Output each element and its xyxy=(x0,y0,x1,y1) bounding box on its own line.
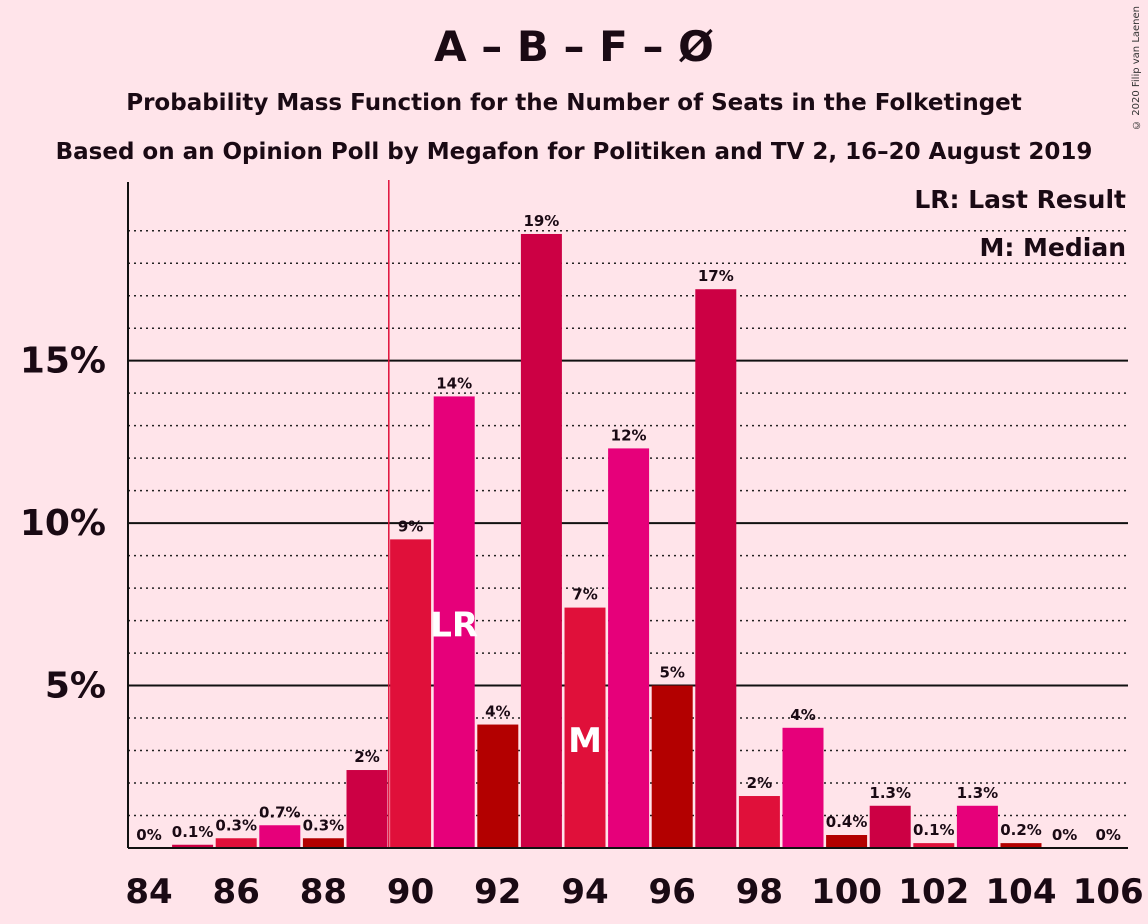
bar-label-99: 4% xyxy=(790,706,815,724)
bar-103 xyxy=(956,805,998,848)
bar-96 xyxy=(651,685,693,848)
bar-95 xyxy=(608,448,650,848)
bar-label-88: 0.3% xyxy=(303,816,345,834)
bar-99 xyxy=(782,727,824,848)
bar-label-103: 1.3% xyxy=(957,784,999,802)
bar-85 xyxy=(172,844,214,848)
bar-label-86: 0.3% xyxy=(215,816,257,834)
y-tick-label: 15% xyxy=(20,341,106,382)
x-tick-label: 90 xyxy=(387,872,434,912)
y-tick-label: 10% xyxy=(20,503,106,544)
x-tick-label: 106 xyxy=(1073,872,1144,912)
x-tick-label: 98 xyxy=(736,872,783,912)
bar-label-94: 7% xyxy=(572,586,597,604)
bar-100 xyxy=(826,835,868,848)
bar-label-96: 5% xyxy=(659,664,684,682)
bar-89 xyxy=(346,770,388,848)
bar-97 xyxy=(695,289,737,849)
bar-label-95: 12% xyxy=(611,426,647,444)
chart-source: Based on an Opinion Poll by Megafon for … xyxy=(55,139,1093,165)
x-tick-label: 94 xyxy=(561,872,608,912)
x-tick-label: 88 xyxy=(300,872,347,912)
bar-label-84: 0% xyxy=(136,826,161,844)
bar-label-92: 4% xyxy=(485,703,510,721)
bar-86 xyxy=(215,838,257,848)
bar-marker-M: M xyxy=(568,721,602,761)
bar-label-100: 0.4% xyxy=(826,813,868,831)
bar-label-89: 2% xyxy=(354,748,379,766)
bar-label-85: 0.1% xyxy=(172,823,214,841)
bar-label-93: 19% xyxy=(523,212,559,230)
bar-88 xyxy=(302,838,344,848)
x-tick-label: 84 xyxy=(125,872,172,912)
chart-title: A – B – F – Ø xyxy=(434,22,714,71)
bar-98 xyxy=(738,796,780,848)
x-tick-label: 100 xyxy=(811,872,882,912)
bar-90 xyxy=(390,539,432,848)
bar-87 xyxy=(259,825,301,848)
bar-marker-LR: LR xyxy=(430,605,478,645)
bar-102 xyxy=(913,843,955,848)
bar-label-97: 17% xyxy=(698,267,734,285)
bar-93 xyxy=(520,233,562,849)
bar-label-98: 2% xyxy=(747,774,772,792)
x-tick-label: 86 xyxy=(213,872,260,912)
x-tick-label: 102 xyxy=(898,872,969,912)
bar-92 xyxy=(477,724,519,848)
y-tick-label: 5% xyxy=(45,666,106,707)
bar-label-90: 9% xyxy=(398,517,423,535)
bar-label-91: 14% xyxy=(436,374,472,392)
bar-91 xyxy=(433,396,475,848)
bar-label-106: 0% xyxy=(1095,826,1120,844)
bar-104 xyxy=(1000,843,1042,848)
x-tick-label: 104 xyxy=(986,872,1057,912)
legend-median: M: Median xyxy=(979,233,1126,262)
bar-label-87: 0.7% xyxy=(259,803,301,821)
bar-label-101: 1.3% xyxy=(869,784,911,802)
legend-last-result: LR: Last Result xyxy=(914,185,1126,214)
bar-94 xyxy=(564,607,606,848)
bar-101 xyxy=(869,805,911,848)
chart-subtitle: Probability Mass Function for the Number… xyxy=(126,90,1022,116)
x-tick-label: 92 xyxy=(474,872,521,912)
bar-label-104: 0.2% xyxy=(1000,821,1042,839)
x-tick-label: 96 xyxy=(649,872,696,912)
bar-label-102: 0.1% xyxy=(913,821,955,839)
bar-label-105: 0% xyxy=(1052,826,1077,844)
